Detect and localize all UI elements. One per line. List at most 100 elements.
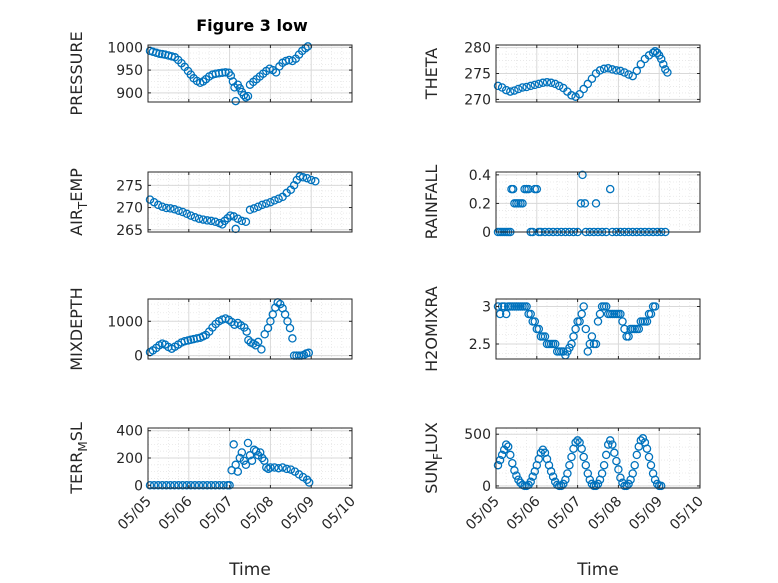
data-point: [231, 96, 240, 106]
x-tick-label: 05/09: [278, 494, 318, 534]
data-point: [591, 481, 601, 491]
data-point: [518, 83, 527, 92]
axes-box: [495, 171, 701, 233]
data-point: [501, 440, 511, 449]
data-point: [659, 59, 668, 69]
data-point: [534, 324, 544, 334]
data-point: [178, 207, 187, 217]
data-point: [632, 450, 642, 460]
data-point: [493, 460, 503, 470]
data-point: [616, 309, 625, 319]
data-point: [579, 84, 588, 94]
data-point: [211, 481, 220, 490]
data-point: [612, 66, 621, 75]
data-point: [522, 82, 531, 92]
x-tick-label: 05/08: [585, 494, 625, 534]
data-point: [237, 216, 247, 226]
data-point: [585, 475, 595, 484]
data-point: [510, 466, 519, 475]
data-point: [593, 317, 603, 326]
data-point: [518, 199, 527, 208]
subplot-terr_msl: 0 200 400 05/05 05/06 05/07 05/08 05/09 05/10 TER…: [67, 422, 359, 580]
data-point: [591, 339, 601, 349]
data-point: [644, 452, 654, 462]
data-point: [567, 91, 576, 100]
data-point: [190, 481, 200, 490]
data-point: [638, 434, 648, 443]
data-point: [286, 465, 296, 474]
data-point: [546, 78, 556, 88]
data-point: [266, 463, 275, 472]
data-point: [231, 224, 240, 234]
data-point: [241, 460, 251, 470]
data-point: [223, 213, 232, 223]
data-point: [583, 79, 593, 89]
data-point: [158, 481, 167, 490]
data-point: [174, 206, 183, 215]
data-point: [227, 466, 236, 475]
data-point: [270, 196, 279, 205]
data-point: [610, 448, 619, 458]
data-point: [253, 337, 263, 347]
data-point: [576, 199, 586, 208]
data-point: [282, 464, 291, 474]
y-tick-label: 275: [464, 67, 491, 83]
data-point: [182, 209, 192, 219]
data-point: [219, 481, 228, 490]
x-tick-label: 05/06: [156, 493, 196, 533]
y-tick-label: 3: [482, 300, 491, 316]
data-point: [599, 460, 609, 470]
data-point: [302, 173, 312, 183]
y-tick-label: 500: [464, 427, 491, 443]
data-point: [215, 481, 224, 490]
data-point: [262, 199, 271, 208]
data-point: [280, 310, 290, 319]
data-point: [550, 339, 560, 349]
data-point: [298, 173, 308, 182]
data-point: [186, 481, 196, 490]
data-point: [581, 460, 591, 470]
data-point: [241, 217, 251, 227]
y-tick-label: 280: [464, 41, 491, 57]
data-point: [170, 205, 179, 214]
data-point: [579, 452, 588, 462]
data-point: [646, 460, 656, 470]
data-point: [571, 438, 580, 447]
data-point: [587, 74, 597, 83]
data-point: [153, 200, 163, 210]
data-point: [534, 79, 544, 89]
data-point: [198, 481, 208, 490]
data-point: [306, 175, 316, 185]
data-point: [554, 81, 564, 91]
y-tick-label: 400: [116, 424, 143, 440]
data-point: [550, 79, 560, 89]
axes-box: [147, 298, 353, 360]
data-point: [591, 199, 601, 208]
data-point: [166, 204, 175, 213]
data-point: [497, 450, 507, 460]
data-point: [575, 89, 584, 99]
data-point: [237, 448, 247, 457]
data-point: [608, 440, 617, 449]
data-point: [247, 456, 257, 465]
figure-title: Figure 3 low: [196, 16, 308, 35]
y-tick-label: 1000: [107, 314, 143, 330]
data-point: [510, 86, 519, 95]
y-tick-label: 270: [116, 201, 143, 217]
data-point: [304, 478, 314, 487]
data-point: [597, 469, 607, 478]
data-point: [605, 436, 615, 445]
data-point: [194, 214, 204, 223]
data-point: [608, 65, 617, 74]
data-point: [575, 317, 584, 326]
x-tick-label: 05/05: [463, 494, 503, 534]
data-point: [249, 339, 258, 348]
data-point: [616, 66, 625, 76]
data-point: [508, 184, 518, 194]
y-tick-label: 0: [482, 479, 491, 495]
y-tick-label: 270: [464, 92, 491, 108]
data-point: [563, 469, 572, 478]
data-point: [166, 481, 175, 490]
y-axis-label: AIRTEMP: [67, 168, 90, 236]
